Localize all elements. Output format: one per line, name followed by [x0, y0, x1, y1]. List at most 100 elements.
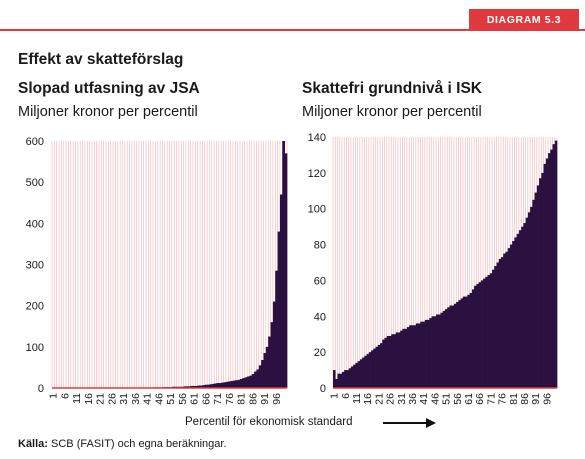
right-bar	[505, 251, 509, 388]
left-x-tick-label: 86	[247, 393, 259, 405]
right-x-tick-label: 6	[340, 393, 352, 399]
right-x-tick-label: 51	[441, 393, 453, 405]
left-bar	[228, 381, 231, 388]
diagram-number-tag: DIAGRAM 5.3	[469, 9, 579, 31]
left-bar	[218, 383, 222, 388]
left-y-tick-label: 400	[26, 218, 44, 230]
x-axis-arrow-line	[383, 422, 427, 424]
left-bar	[261, 360, 264, 388]
right-bar	[451, 305, 455, 388]
right-bar	[413, 325, 417, 388]
left-x-tick-label: 41	[142, 393, 154, 405]
right-bar	[518, 230, 522, 388]
right-x-tick-label: 21	[373, 393, 385, 405]
left-bar	[272, 301, 276, 388]
right-x-tick-label: 76	[497, 393, 509, 405]
left-y-tick-label: 0	[38, 383, 44, 395]
right-bar	[337, 373, 341, 388]
right-bar	[521, 226, 524, 388]
left-x-tick-label: 66	[200, 393, 212, 405]
right-bar	[335, 379, 338, 388]
right-x-tick-label: 41	[418, 393, 430, 405]
right-bar	[393, 334, 397, 388]
right-bar	[411, 325, 414, 388]
right-bar	[362, 357, 365, 388]
left-x-tick-label: 16	[83, 393, 95, 405]
right-bar	[485, 276, 488, 388]
right-bar	[341, 371, 345, 388]
right-bar	[545, 158, 549, 388]
right-bar	[483, 278, 486, 388]
right-bar	[445, 309, 448, 388]
right-bar	[438, 314, 441, 388]
left-bar	[277, 231, 281, 388]
right-bar	[384, 337, 388, 388]
right-bar	[409, 325, 412, 388]
left-bar	[195, 385, 199, 388]
left-bar	[235, 380, 238, 388]
left-x-tick-label: 36	[130, 393, 142, 405]
right-bar	[471, 289, 475, 388]
right-bar	[474, 285, 477, 388]
right-bar	[397, 332, 401, 388]
right-y-tick-label: 100	[308, 204, 326, 216]
right-bar	[476, 284, 479, 388]
right-bar	[503, 253, 506, 388]
right-bar	[494, 266, 497, 388]
right-bar	[478, 282, 482, 388]
source-note: Källa: SCB (FASIT) och egna beräkningar.	[18, 438, 227, 450]
left-bar	[232, 380, 236, 388]
right-bar	[453, 303, 457, 388]
right-bar	[449, 305, 453, 388]
left-bar	[230, 381, 234, 388]
left-bar	[221, 382, 224, 388]
right-bar	[442, 310, 446, 388]
left-x-tick-label: 61	[189, 393, 201, 405]
right-bar	[431, 316, 435, 388]
right-bar	[402, 328, 406, 388]
right-x-tick-label: 61	[463, 393, 475, 405]
left-bar	[279, 194, 283, 388]
right-x-tick-label: 11	[351, 393, 363, 404]
left-chart-subtitle: Miljoner kronor per percentil	[18, 104, 198, 120]
left-chart-title: Slopad utfasning av JSA	[18, 80, 200, 97]
right-bar	[389, 336, 392, 388]
left-bar	[225, 381, 229, 388]
left-bar	[265, 346, 269, 388]
source-label: Källa:	[18, 438, 48, 450]
right-y-tick-label: 20	[314, 347, 326, 359]
left-x-tick-label: 81	[236, 393, 248, 405]
right-bar	[395, 332, 399, 388]
left-bar	[244, 377, 248, 388]
right-x-tick-label: 71	[485, 393, 497, 405]
right-bar	[534, 192, 538, 388]
left-bar	[185, 386, 189, 388]
left-bar	[251, 374, 255, 388]
right-bar	[523, 223, 526, 388]
right-bar	[501, 257, 504, 388]
left-bar	[200, 385, 203, 388]
left-x-tick-label: 96	[271, 393, 283, 405]
left-bar	[270, 322, 274, 388]
left-x-tick-label: 11	[71, 393, 83, 404]
left-bar	[202, 385, 206, 388]
left-x-tick-label: 71	[212, 393, 224, 405]
right-bar	[541, 172, 544, 388]
right-y-tick-label: 40	[314, 311, 326, 323]
left-x-tick-label: 76	[224, 393, 236, 405]
right-y-tick-label: 120	[308, 168, 326, 180]
left-x-tick-label: 46	[153, 393, 165, 405]
right-bar	[469, 292, 473, 388]
right-bar	[447, 307, 450, 388]
right-bar	[366, 353, 370, 388]
right-bar	[543, 163, 547, 388]
right-bar	[440, 312, 444, 388]
right-bar	[433, 316, 437, 388]
left-bar	[237, 379, 241, 388]
header-rule	[0, 29, 585, 31]
right-bar	[507, 248, 511, 388]
left-bar	[190, 385, 194, 388]
left-bar	[214, 383, 217, 388]
left-bar	[254, 371, 257, 388]
right-bar	[339, 373, 343, 388]
